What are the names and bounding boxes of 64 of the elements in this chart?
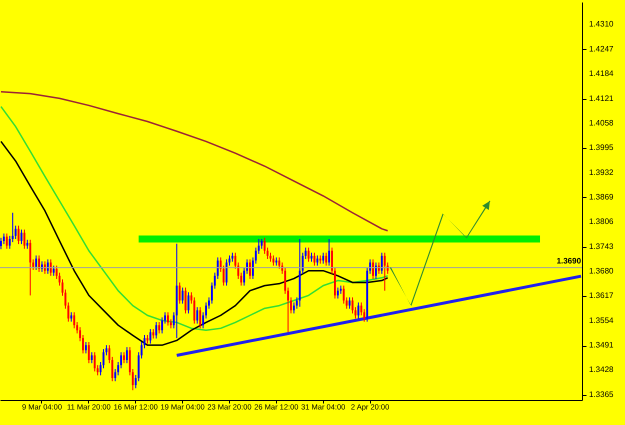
candlestick xyxy=(357,302,360,320)
candlestick xyxy=(380,252,383,274)
y-tick-label: 1.3680 xyxy=(589,266,614,276)
y-tick-label: 1.4184 xyxy=(589,69,614,78)
y-tick-label: 1.4058 xyxy=(589,118,614,128)
candlestick xyxy=(199,306,202,329)
candlestick xyxy=(374,262,377,280)
y-tick-label: 1.4310 xyxy=(589,20,614,29)
candlestick xyxy=(20,229,22,245)
candlestick xyxy=(2,233,5,245)
y-tick-label: 1.3554 xyxy=(589,316,614,325)
candlestick xyxy=(123,352,125,364)
line-series xyxy=(0,140,388,346)
candlestick xyxy=(182,287,184,304)
y-tick-label: 1.3365 xyxy=(589,390,614,399)
candlestick xyxy=(178,282,181,304)
candlestick xyxy=(226,258,228,286)
candlestick xyxy=(272,254,274,266)
candlestick xyxy=(348,296,351,310)
candlestick xyxy=(149,328,152,344)
candlestick xyxy=(94,352,96,372)
candlestick xyxy=(18,225,20,245)
candlestick xyxy=(292,302,295,314)
candlestick xyxy=(52,265,55,276)
y-tick-label: 1.3743 xyxy=(589,242,614,251)
y-tick-label: 1.3617 xyxy=(589,291,614,300)
candlestick xyxy=(231,252,234,262)
candlestick xyxy=(193,296,196,324)
candlestick xyxy=(0,237,2,250)
candlestick xyxy=(6,233,8,250)
candlestick xyxy=(328,238,330,266)
y-tick-label: 1.3932 xyxy=(589,168,614,177)
candlestick xyxy=(84,342,87,354)
y-tick-label: 1.3491 xyxy=(589,340,614,350)
y-tick-label: 1.3869 xyxy=(589,192,614,202)
y-tick-label: 1.4121 xyxy=(589,94,614,103)
ref-line-label: 1.3690 xyxy=(556,256,582,266)
candlestick xyxy=(90,352,93,364)
candlestick xyxy=(161,316,164,334)
candlestick xyxy=(325,252,328,266)
line-series xyxy=(0,106,388,332)
y-tick-label: 1.3995 xyxy=(589,143,614,152)
candlestick xyxy=(187,292,190,314)
candlestick xyxy=(152,328,154,339)
y-tick-label: 1.3428 xyxy=(589,365,614,374)
candlestick xyxy=(372,258,374,280)
candlestick xyxy=(316,254,318,266)
candlestick xyxy=(308,247,310,262)
candlestick xyxy=(184,287,186,314)
candlestick xyxy=(126,346,128,364)
candlestick xyxy=(88,342,90,364)
candlestick xyxy=(26,239,28,250)
candlestick xyxy=(35,254,38,270)
line-series xyxy=(0,90,388,232)
candlestick xyxy=(336,287,339,300)
candlestick xyxy=(166,312,169,326)
candlestick xyxy=(249,258,251,280)
candlestick xyxy=(38,254,40,272)
candlestick xyxy=(23,229,26,250)
candlestick xyxy=(310,252,312,262)
y-tick-label: 1.3806 xyxy=(589,217,614,226)
y-tick-label: 1.4247 xyxy=(589,44,614,54)
candlestick xyxy=(158,322,160,334)
candlestick xyxy=(313,252,316,266)
